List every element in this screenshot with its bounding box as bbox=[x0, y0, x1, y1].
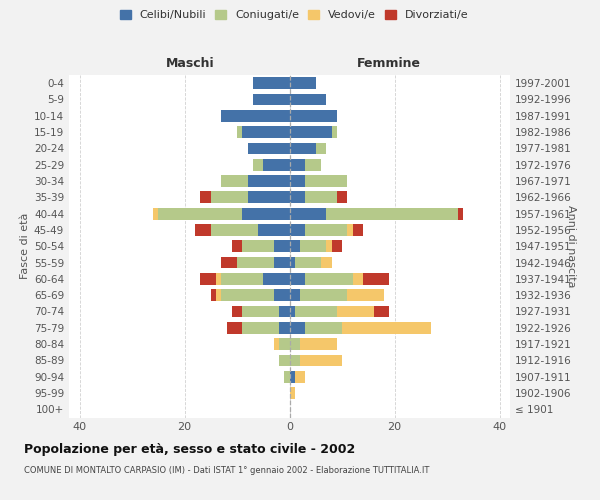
Bar bbox=[290, 371, 295, 382]
Bar bbox=[253, 78, 290, 89]
Bar bbox=[242, 322, 279, 334]
Bar bbox=[290, 192, 305, 203]
Y-axis label: Fasce di età: Fasce di età bbox=[20, 213, 30, 280]
Bar bbox=[290, 159, 305, 170]
Bar bbox=[211, 290, 216, 301]
Bar bbox=[200, 192, 211, 203]
Bar bbox=[274, 240, 290, 252]
Bar bbox=[195, 224, 211, 236]
Bar bbox=[363, 273, 389, 284]
Bar bbox=[347, 224, 353, 236]
Bar bbox=[305, 273, 353, 284]
Bar bbox=[216, 290, 221, 301]
Bar bbox=[279, 322, 290, 334]
Bar bbox=[321, 256, 331, 268]
Bar bbox=[290, 208, 326, 220]
Bar bbox=[295, 256, 321, 268]
Bar bbox=[263, 273, 290, 284]
Bar bbox=[290, 290, 300, 301]
Bar bbox=[290, 94, 326, 106]
Bar bbox=[216, 273, 221, 284]
Bar bbox=[373, 306, 389, 318]
Text: Maschi: Maschi bbox=[166, 57, 215, 70]
Bar bbox=[158, 208, 242, 220]
Bar bbox=[290, 306, 295, 318]
Bar bbox=[295, 371, 305, 382]
Bar bbox=[290, 126, 331, 138]
Bar bbox=[232, 240, 242, 252]
Bar bbox=[211, 192, 248, 203]
Bar bbox=[290, 110, 337, 122]
Bar bbox=[221, 273, 263, 284]
Bar bbox=[300, 338, 337, 350]
Bar bbox=[458, 208, 463, 220]
Bar bbox=[221, 110, 290, 122]
Bar bbox=[295, 306, 337, 318]
Bar bbox=[274, 290, 290, 301]
Bar bbox=[300, 354, 342, 366]
Bar bbox=[253, 159, 263, 170]
Bar bbox=[290, 338, 300, 350]
Bar bbox=[279, 338, 290, 350]
Bar bbox=[237, 256, 274, 268]
Bar bbox=[290, 322, 305, 334]
Bar bbox=[211, 224, 258, 236]
Bar bbox=[242, 126, 290, 138]
Bar bbox=[290, 256, 295, 268]
Legend: Celibi/Nubili, Coniugati/e, Vedovi/e, Divorziati/e: Celibi/Nubili, Coniugati/e, Vedovi/e, Di… bbox=[115, 6, 473, 25]
Bar bbox=[263, 159, 290, 170]
Bar bbox=[221, 175, 248, 187]
Bar bbox=[290, 273, 305, 284]
Bar bbox=[242, 240, 274, 252]
Bar bbox=[331, 240, 342, 252]
Bar bbox=[305, 192, 337, 203]
Bar bbox=[290, 142, 316, 154]
Bar bbox=[300, 290, 347, 301]
Bar bbox=[200, 273, 216, 284]
Bar bbox=[242, 306, 279, 318]
Bar bbox=[248, 175, 290, 187]
Bar bbox=[237, 126, 242, 138]
Bar bbox=[305, 175, 347, 187]
Bar bbox=[248, 192, 290, 203]
Bar bbox=[232, 306, 242, 318]
Bar bbox=[284, 371, 290, 382]
Bar bbox=[326, 208, 458, 220]
Text: COMUNE DI MONTALTO CARPASIO (IM) - Dati ISTAT 1° gennaio 2002 - Elaborazione TUT: COMUNE DI MONTALTO CARPASIO (IM) - Dati … bbox=[24, 466, 430, 475]
Bar bbox=[290, 78, 316, 89]
Bar bbox=[290, 224, 305, 236]
Bar bbox=[227, 322, 242, 334]
Bar bbox=[337, 192, 347, 203]
Bar bbox=[326, 240, 331, 252]
Bar bbox=[258, 224, 290, 236]
Bar bbox=[221, 290, 274, 301]
Bar bbox=[342, 322, 431, 334]
Bar bbox=[353, 273, 363, 284]
Bar bbox=[242, 208, 290, 220]
Bar bbox=[305, 159, 321, 170]
Text: Femmine: Femmine bbox=[357, 57, 421, 70]
Bar bbox=[153, 208, 158, 220]
Bar bbox=[290, 354, 300, 366]
Bar bbox=[290, 175, 305, 187]
Bar bbox=[305, 322, 342, 334]
Bar bbox=[274, 256, 290, 268]
Bar bbox=[290, 240, 300, 252]
Bar bbox=[300, 240, 326, 252]
Y-axis label: Anni di nascita: Anni di nascita bbox=[566, 205, 576, 288]
Bar bbox=[279, 306, 290, 318]
Bar bbox=[353, 224, 363, 236]
Bar bbox=[253, 94, 290, 106]
Bar bbox=[248, 142, 290, 154]
Text: Popolazione per età, sesso e stato civile - 2002: Popolazione per età, sesso e stato civil… bbox=[24, 442, 355, 456]
Bar bbox=[290, 387, 295, 399]
Bar bbox=[331, 126, 337, 138]
Bar bbox=[279, 354, 290, 366]
Bar bbox=[274, 338, 279, 350]
Bar bbox=[221, 256, 237, 268]
Bar bbox=[347, 290, 384, 301]
Bar bbox=[316, 142, 326, 154]
Bar bbox=[337, 306, 373, 318]
Bar bbox=[305, 224, 347, 236]
